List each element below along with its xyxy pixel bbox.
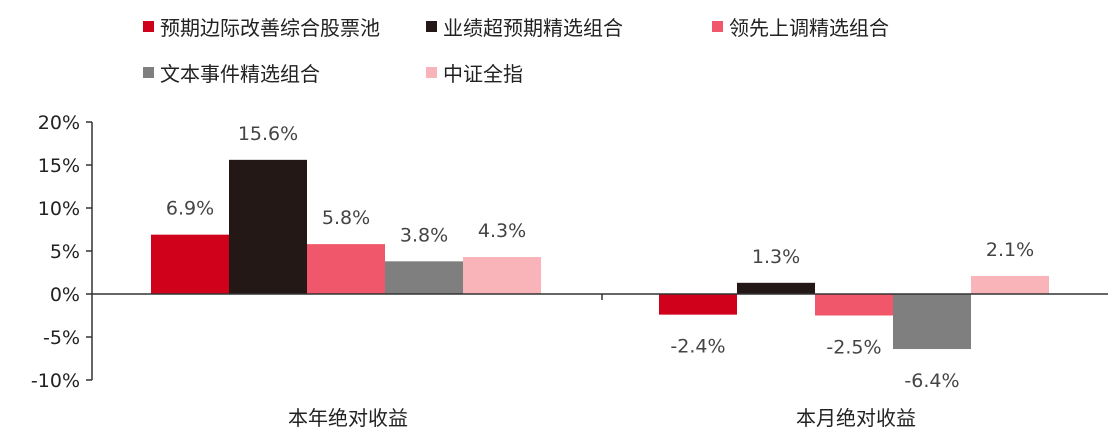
data-label: 5.8% (322, 207, 370, 229)
bar (229, 159, 307, 294)
bar (893, 294, 971, 350)
y-tick-label: -5% (43, 327, 80, 349)
legend-item: 中证全指 (426, 58, 523, 87)
legend-label: 文本事件精选组合 (160, 62, 320, 86)
data-label: 6.9% (166, 198, 214, 220)
data-label: -2.4% (670, 336, 725, 358)
legend-label: 预期边际改善综合股票池 (160, 16, 380, 40)
bar (971, 275, 1049, 294)
y-tick-label: 0% (50, 284, 80, 306)
data-label: 1.3% (752, 246, 800, 268)
legend-item: 业绩超预期精选组合 (426, 12, 623, 41)
bar (737, 282, 815, 294)
legend-swatch (426, 21, 437, 32)
legend-label: 中证全指 (443, 62, 523, 86)
y-axis: 20% 15% 10% 5% 0% -5% -10% (31, 112, 93, 392)
legend-item: 领先上调精选组合 (712, 12, 889, 41)
legend-swatch (426, 67, 437, 78)
data-label: -2.5% (826, 337, 881, 359)
data-label: 4.3% (478, 220, 526, 242)
y-tick-label: 15% (38, 155, 80, 177)
data-label: -6.4% (904, 370, 959, 392)
legend-swatch (712, 21, 723, 32)
legend: 预期边际改善综合股票池 业绩超预期精选组合 领先上调精选组合 文本事件精选组合 … (143, 8, 1043, 88)
data-label: 15.6% (238, 123, 298, 145)
y-tick-label: 20% (38, 112, 80, 134)
legend-swatch (143, 67, 154, 78)
legend-label: 业绩超预期精选组合 (443, 16, 623, 40)
x-category-label: 本月绝对收益 (796, 406, 916, 430)
legend-swatch (143, 21, 154, 32)
data-label: 2.1% (986, 239, 1034, 261)
legend-label: 领先上调精选组合 (729, 16, 889, 40)
x-axis: 本年绝对收益 本月绝对收益 (92, 293, 1108, 430)
bar (151, 234, 229, 294)
bar (385, 261, 463, 294)
bar (815, 294, 893, 316)
data-label: 3.8% (400, 224, 448, 246)
y-tick-label: -10% (31, 370, 80, 392)
legend-item: 预期边际改善综合股票池 (143, 12, 380, 41)
y-tick-label: 5% (50, 241, 80, 263)
x-category-label: 本年绝对收益 (288, 406, 408, 430)
legend-item: 文本事件精选组合 (143, 58, 320, 87)
bar (307, 244, 385, 294)
bar (659, 294, 737, 315)
bars: 6.9% 15.6% 5.8% 3.8% 4.3% -2.4% 1.3% -2.5% -6.4%… (151, 123, 1049, 392)
y-tick-label: 10% (38, 198, 80, 220)
bar (463, 257, 541, 294)
